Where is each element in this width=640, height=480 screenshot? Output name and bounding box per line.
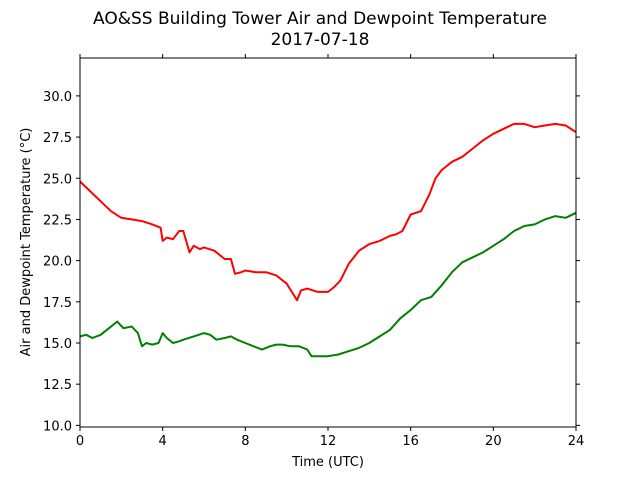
x-tick-label: 4	[159, 434, 167, 449]
y-tick-label: 15.0	[43, 337, 72, 352]
y-tick-label: 30.0	[43, 90, 72, 105]
y-tick-label: 17.5	[43, 296, 72, 311]
y-tick-label: 25.0	[43, 172, 72, 187]
x-tick-label: 16	[402, 434, 419, 449]
x-tick-label: 20	[485, 434, 502, 449]
x-tick-label: 8	[241, 434, 249, 449]
y-tick-label: 10.0	[43, 419, 72, 434]
x-tick-label: 24	[568, 434, 585, 449]
tick-layer: 0 4 8 12 16 20 24 10.0 12.5 15.0 17.5 20.0 22.5 25.0 2…	[43, 54, 584, 449]
y-tick-label: 22.5	[43, 213, 72, 228]
x-tick-label: 0	[76, 434, 84, 449]
series-line-1	[79, 122, 577, 302]
plot-frame	[79, 57, 577, 428]
series-line-2	[79, 211, 577, 358]
y-tick-label: 20.0	[43, 255, 72, 270]
x-tick-label: 12	[320, 434, 337, 449]
y-tick-label: 27.5	[43, 131, 72, 146]
y-tick-label: 12.5	[43, 378, 72, 393]
y-axis-label: Air and Dewpoint Temperature (°C)	[19, 128, 34, 357]
x-axis-label: Time (UTC)	[291, 455, 364, 470]
series-layer	[79, 122, 577, 358]
chart-subtitle: 2017-07-18	[271, 30, 370, 50]
chart-title: AO&SS Building Tower Air and Dewpoint Te…	[93, 9, 547, 29]
